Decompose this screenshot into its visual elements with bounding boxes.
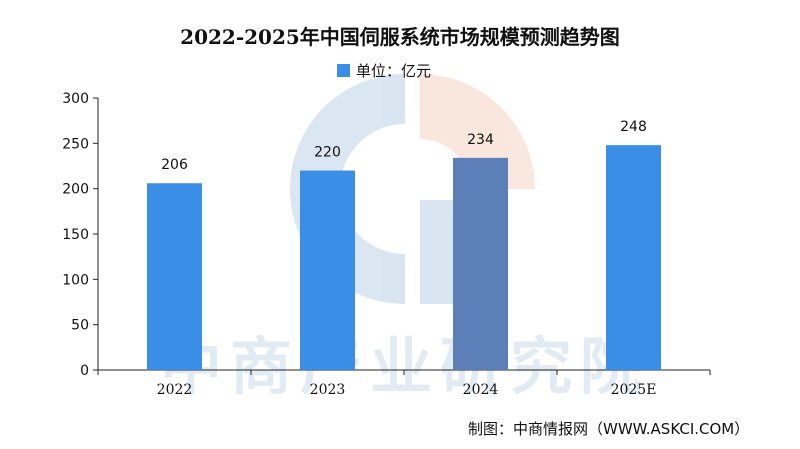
x-tick-label-2022: 2022 (157, 382, 193, 398)
y-tick-label: 0 (80, 363, 89, 379)
y-tick-label: 200 (62, 182, 89, 198)
legend-label: 单位：亿元 (356, 62, 431, 80)
bar-2023 (300, 170, 355, 370)
x-axis: 2022 2023 2024 2025E (97, 369, 711, 398)
chart-title: 2022-2025年中国伺服系统市场规模预测趋势图 (180, 25, 620, 49)
y-tick-label: 250 (62, 136, 89, 152)
legend: 单位：亿元 (337, 62, 431, 80)
y-tick-label: 300 (62, 91, 89, 107)
x-tick-label-2024: 2024 (463, 382, 499, 398)
data-label-2024: 234 (467, 132, 494, 148)
legend-swatch (337, 64, 350, 77)
bars: 206 220 234 248 (147, 119, 661, 370)
y-tick-label: 100 (62, 272, 89, 288)
data-label-2022: 206 (161, 157, 188, 173)
watermark-text: 中商产业研究院 (160, 330, 651, 403)
y-tick-label: 150 (62, 227, 89, 243)
bar-2025E (606, 145, 661, 370)
bar-2024 (453, 157, 508, 370)
bar-2022 (147, 183, 202, 370)
y-axis: 0 50 100 150 200 250 300 (62, 91, 99, 379)
data-label-2023: 220 (314, 145, 341, 161)
source-note: 制图：中商情报网（WWW.ASKCI.COM） (468, 420, 750, 438)
x-tick-label-2023: 2023 (310, 382, 346, 398)
x-tick-label-2025E: 2025E (611, 382, 657, 398)
y-tick-label: 50 (71, 318, 89, 334)
data-label-2025E: 248 (620, 119, 647, 135)
